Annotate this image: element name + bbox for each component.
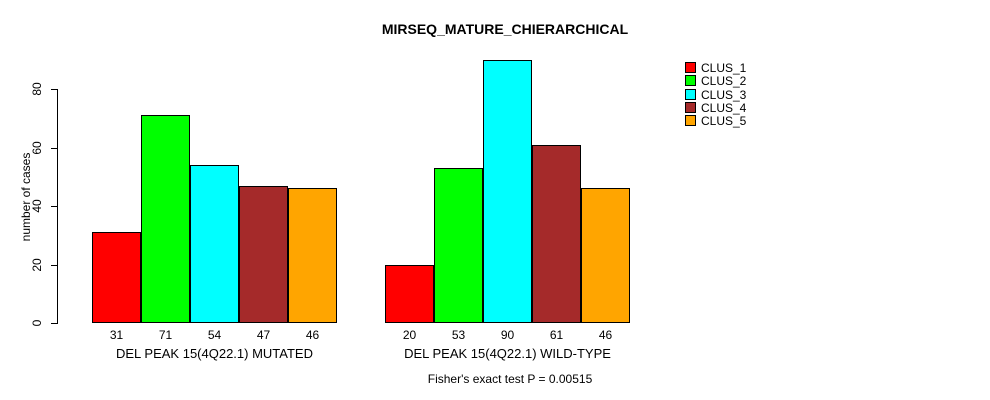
group-label: DEL PEAK 15(4Q22.1) WILD-TYPE [404, 346, 611, 361]
bar-clus_2 [141, 115, 190, 323]
legend-swatch-clus_5 [685, 115, 696, 127]
bar-value-label: 46 [598, 328, 613, 342]
legend-swatch-clus_4 [685, 101, 696, 113]
bar-clus_3 [483, 59, 532, 323]
bar-value-label: 31 [109, 328, 124, 342]
y-axis-tick [51, 323, 58, 324]
plot-title: MIRSEQ_MATURE_CHIERARCHICAL [381, 21, 629, 37]
group-label: DEL PEAK 15(4Q22.1) MUTATED [116, 346, 313, 361]
bar-value-label: 47 [256, 328, 271, 342]
bar-value-label: 54 [207, 328, 222, 342]
bar-clus_1 [385, 264, 434, 323]
legend-label: CLUS_3 [701, 87, 747, 102]
legend-label: CLUS_4 [701, 100, 747, 115]
fisher-test-caption: Fisher's exact test P = 0.00515 [427, 372, 593, 386]
bar-clus_1 [92, 232, 141, 323]
legend-label: CLUS_1 [701, 61, 747, 75]
bar-clus_4 [532, 144, 581, 323]
bar-value-label: 46 [305, 328, 320, 342]
y-axis-tick-label: 80 [30, 82, 44, 96]
y-axis-tick [51, 206, 58, 207]
y-axis-tick-label: 60 [30, 140, 44, 155]
y-axis-title: number of cases [19, 152, 33, 242]
y-axis-tick [51, 147, 58, 149]
bar-clus_5 [288, 188, 337, 323]
bar-value-label: 20 [402, 328, 417, 342]
bar-clus_2 [434, 167, 483, 323]
legend-swatch-clus_3 [685, 88, 696, 100]
bar-value-label: 61 [549, 328, 564, 342]
legend-label: CLUS_5 [701, 114, 747, 129]
y-axis-tick [51, 89, 58, 90]
legend-swatch-clus_2 [685, 75, 696, 87]
y-axis-tick [51, 264, 58, 266]
bar-value-label: 90 [500, 328, 515, 342]
bar-clus_5 [581, 188, 630, 323]
y-axis-tick-label: 20 [30, 257, 44, 272]
bar-value-label: 53 [451, 328, 466, 342]
y-axis-tick-label: 40 [30, 199, 44, 213]
bar-value-label: 71 [158, 328, 173, 342]
bar-clus_3 [190, 165, 239, 323]
y-axis-tick-label: 0 [30, 319, 44, 327]
legend-swatch-clus_1 [685, 62, 696, 73]
bar-clus_4 [239, 185, 288, 323]
legend-label: CLUS_2 [701, 74, 747, 89]
